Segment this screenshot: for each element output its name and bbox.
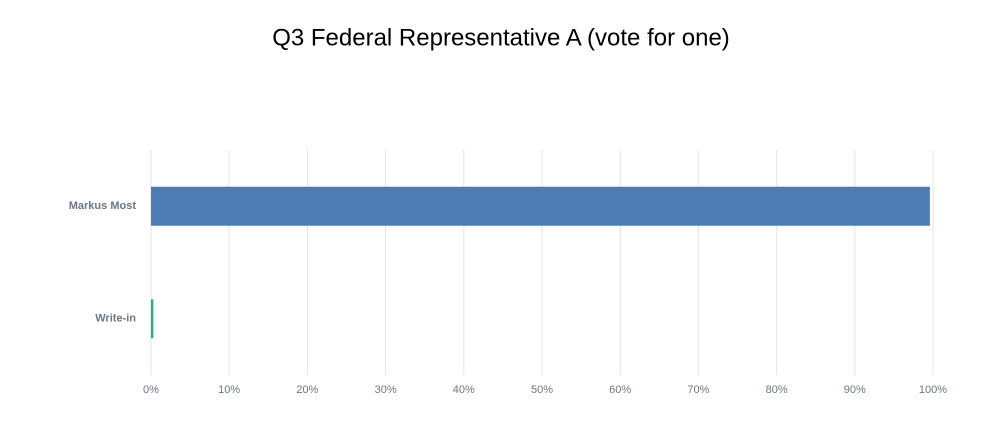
chart-title: Q3 Federal Representative A (vote for on…	[272, 24, 730, 51]
x-tick-label: 50%	[531, 384, 553, 396]
x-tick-label: 10%	[218, 384, 240, 396]
x-tick-label: 90%	[844, 384, 866, 396]
bar	[151, 186, 930, 226]
x-tick-label: 60%	[609, 384, 631, 396]
x-tick-label: 0%	[143, 384, 159, 396]
bar	[151, 299, 154, 339]
x-tick-label: 70%	[687, 384, 709, 396]
x-tick-label: 100%	[919, 384, 947, 396]
y-tick-label: Markus Most	[69, 200, 137, 212]
y-tick-label: Write-in	[95, 313, 136, 325]
x-tick-label: 20%	[296, 384, 318, 396]
x-tick-label: 40%	[453, 384, 475, 396]
x-tick-label: 80%	[766, 384, 788, 396]
x-tick-label: 30%	[375, 384, 397, 396]
